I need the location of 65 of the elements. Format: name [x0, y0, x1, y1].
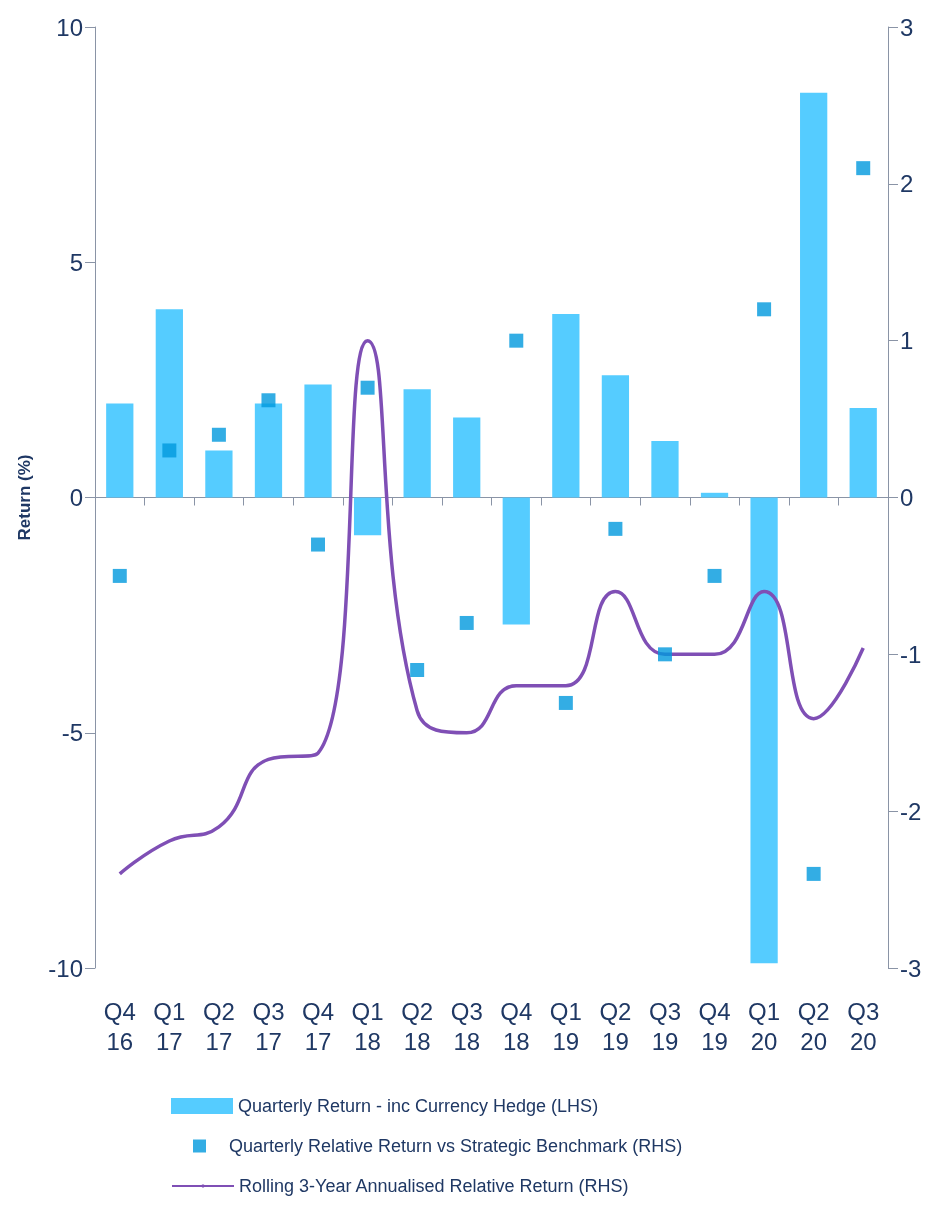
x-tick-label: Q3 19	[648, 997, 681, 1055]
bar	[601, 375, 630, 498]
y2-tick-label: 1	[900, 327, 914, 355]
point	[211, 427, 226, 442]
y2-tick-label: -2	[900, 797, 922, 825]
bar	[403, 389, 431, 498]
x-tick-label: Q3 20	[847, 997, 880, 1055]
x-tick-label: Q3 17	[252, 997, 285, 1055]
bar	[155, 309, 183, 498]
bar	[849, 408, 877, 498]
point	[856, 161, 871, 176]
bar	[502, 497, 530, 625]
y2-tick-label: -1	[900, 640, 922, 668]
x-tick-label: Q4 18	[500, 997, 533, 1055]
point	[657, 647, 672, 662]
point	[707, 568, 722, 583]
point	[509, 333, 524, 348]
point	[162, 443, 177, 458]
bar	[106, 403, 134, 498]
bar	[304, 384, 332, 498]
y2-tick-label: 3	[900, 13, 914, 41]
bar	[651, 441, 679, 498]
bar	[552, 314, 580, 498]
y-tick-label: 5	[69, 248, 83, 276]
legend-label: Quarterly Relative Return vs Strategic Benchmark (RHS)	[229, 1136, 683, 1156]
y-tick-label: 0	[69, 484, 83, 511]
x-tick-label: Q1 19	[549, 997, 582, 1055]
y-axis-title: Return (%)	[15, 454, 34, 541]
x-tick-label: Q4 19	[698, 997, 731, 1055]
y-tick-label: -5	[61, 719, 83, 747]
bar	[800, 92, 828, 498]
legend-label: Rolling 3-Year Annualised Relative Return (RHS)	[239, 1176, 629, 1196]
x-tick-label: Q2 18	[401, 997, 434, 1055]
x-tick-label: Q2 19	[599, 997, 632, 1055]
y2-tick-label: 2	[900, 170, 914, 198]
x-tick-label: Q4 17	[302, 997, 335, 1055]
point	[757, 302, 772, 317]
point	[558, 695, 573, 710]
point	[806, 866, 821, 881]
line-series	[118, 338, 865, 876]
y2-tick-label: -3	[900, 954, 922, 982]
x-tick-label: Q1 18	[351, 997, 384, 1055]
x-tick-label: Q3 18	[450, 997, 483, 1055]
y-tick-label: 10	[56, 13, 83, 41]
point	[112, 568, 127, 583]
bar	[254, 403, 283, 498]
point	[410, 663, 425, 678]
y2-tick-label: 0	[900, 484, 914, 511]
x-tick-label: Q2 20	[797, 997, 830, 1055]
y-tick-label: -10	[48, 954, 83, 982]
bar	[453, 417, 481, 498]
x-tick-label: Q2 17	[202, 997, 235, 1055]
x-tick-label: Q1 17	[153, 997, 186, 1055]
point	[261, 393, 276, 408]
bar	[700, 492, 729, 498]
bar	[205, 450, 233, 498]
point	[311, 537, 326, 552]
legend-label: Quarterly Return - inc Currency Hedge (LHS)	[238, 1096, 599, 1116]
x-tick-label: Q4 16	[103, 997, 136, 1055]
x-tick-label: Q1 20	[748, 997, 781, 1055]
point	[608, 521, 623, 536]
point	[459, 615, 474, 630]
point	[360, 380, 375, 395]
bar	[353, 497, 382, 536]
bar	[750, 497, 778, 964]
